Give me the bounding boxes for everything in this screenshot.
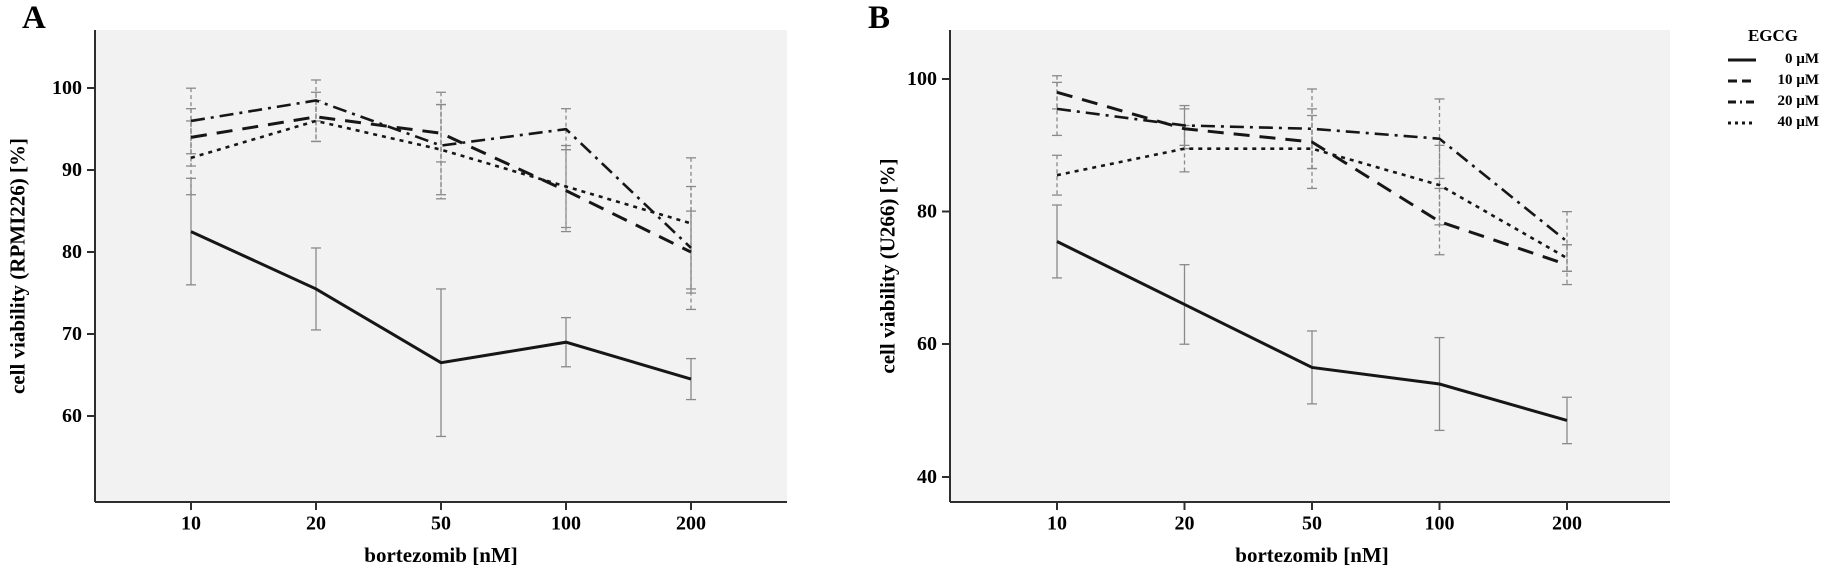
panel-b-series-20µM xyxy=(1056,107,1568,243)
panel-a-y-tick-label: 70 xyxy=(62,323,82,345)
panel-a-x-axis-title: bortezomib [nM] xyxy=(364,543,518,567)
panel-b-label: B xyxy=(868,0,891,36)
panel-a-x-tick-label: 200 xyxy=(676,513,706,535)
panel-a-x-tick-label: 20 xyxy=(306,513,326,535)
panel-a-y-tick-label: 60 xyxy=(62,405,82,427)
panel-b-series-0µM xyxy=(1056,240,1568,422)
legend-item-40µM: 40 µM xyxy=(1727,112,1819,133)
legend: EGCG 0 µM 10 µM 20 µM 40 µM xyxy=(1727,26,1819,133)
panel-a-series-0µM xyxy=(190,230,692,381)
panel-b-y-tick-label: 40 xyxy=(917,466,937,488)
panel-b-y-tick-label: 80 xyxy=(917,201,937,223)
legend-rows: 0 µM 10 µM 20 µM 40 µM xyxy=(1727,49,1819,133)
panel-a-x-tick-label: 100 xyxy=(551,513,581,535)
legend-line-sample-dashed xyxy=(1728,79,1756,82)
panel-b-x-tick-label: 100 xyxy=(1425,513,1455,535)
legend-label: 40 µM xyxy=(1777,114,1819,130)
panel-a-series-20µM xyxy=(190,99,692,249)
panel-b-x-tick-label: 200 xyxy=(1552,513,1582,535)
panel-b-series-10µM xyxy=(1056,90,1568,267)
panel-b-y-tick-label: 60 xyxy=(917,333,937,355)
panel-a-series-40µM xyxy=(190,119,692,225)
panel-a-y-tick-label: 80 xyxy=(62,241,82,263)
panel-b-x-tick-label: 10 xyxy=(1047,513,1067,535)
panel-a-label: A xyxy=(22,0,46,36)
legend-line-sample-solid xyxy=(1728,58,1756,61)
panel-a-y-tick-label: 90 xyxy=(62,159,82,181)
panel-b-x-axis-title: bortezomib [nM] xyxy=(1235,543,1389,567)
legend-label: 10 µM xyxy=(1777,72,1819,88)
panel-a-series-10µM xyxy=(190,115,692,254)
legend-line-sample-dashdot xyxy=(1728,100,1756,103)
panel-a-x-tick-label: 50 xyxy=(431,513,451,535)
legend-item-10µM: 10 µM xyxy=(1727,70,1819,91)
panel-b-x-tick-label: 50 xyxy=(1302,513,1322,535)
legend-label: 20 µM xyxy=(1777,93,1819,109)
legend-item-0µM: 0 µM xyxy=(1727,49,1819,70)
legend-title: EGCG xyxy=(1747,26,1799,45)
panel-b-plot-area xyxy=(950,30,1670,502)
legend-label: 0 µM xyxy=(1784,51,1819,67)
panel-b-x-tick-label: 20 xyxy=(1175,513,1195,535)
panel-b-y-tick-label: 100 xyxy=(907,68,937,90)
panel-a-y-tick-label: 100 xyxy=(52,77,82,99)
legend-item-20µM: 20 µM xyxy=(1727,91,1819,112)
panel-a-x-tick-label: 10 xyxy=(181,513,201,535)
legend-line-sample-dotted xyxy=(1728,121,1756,124)
